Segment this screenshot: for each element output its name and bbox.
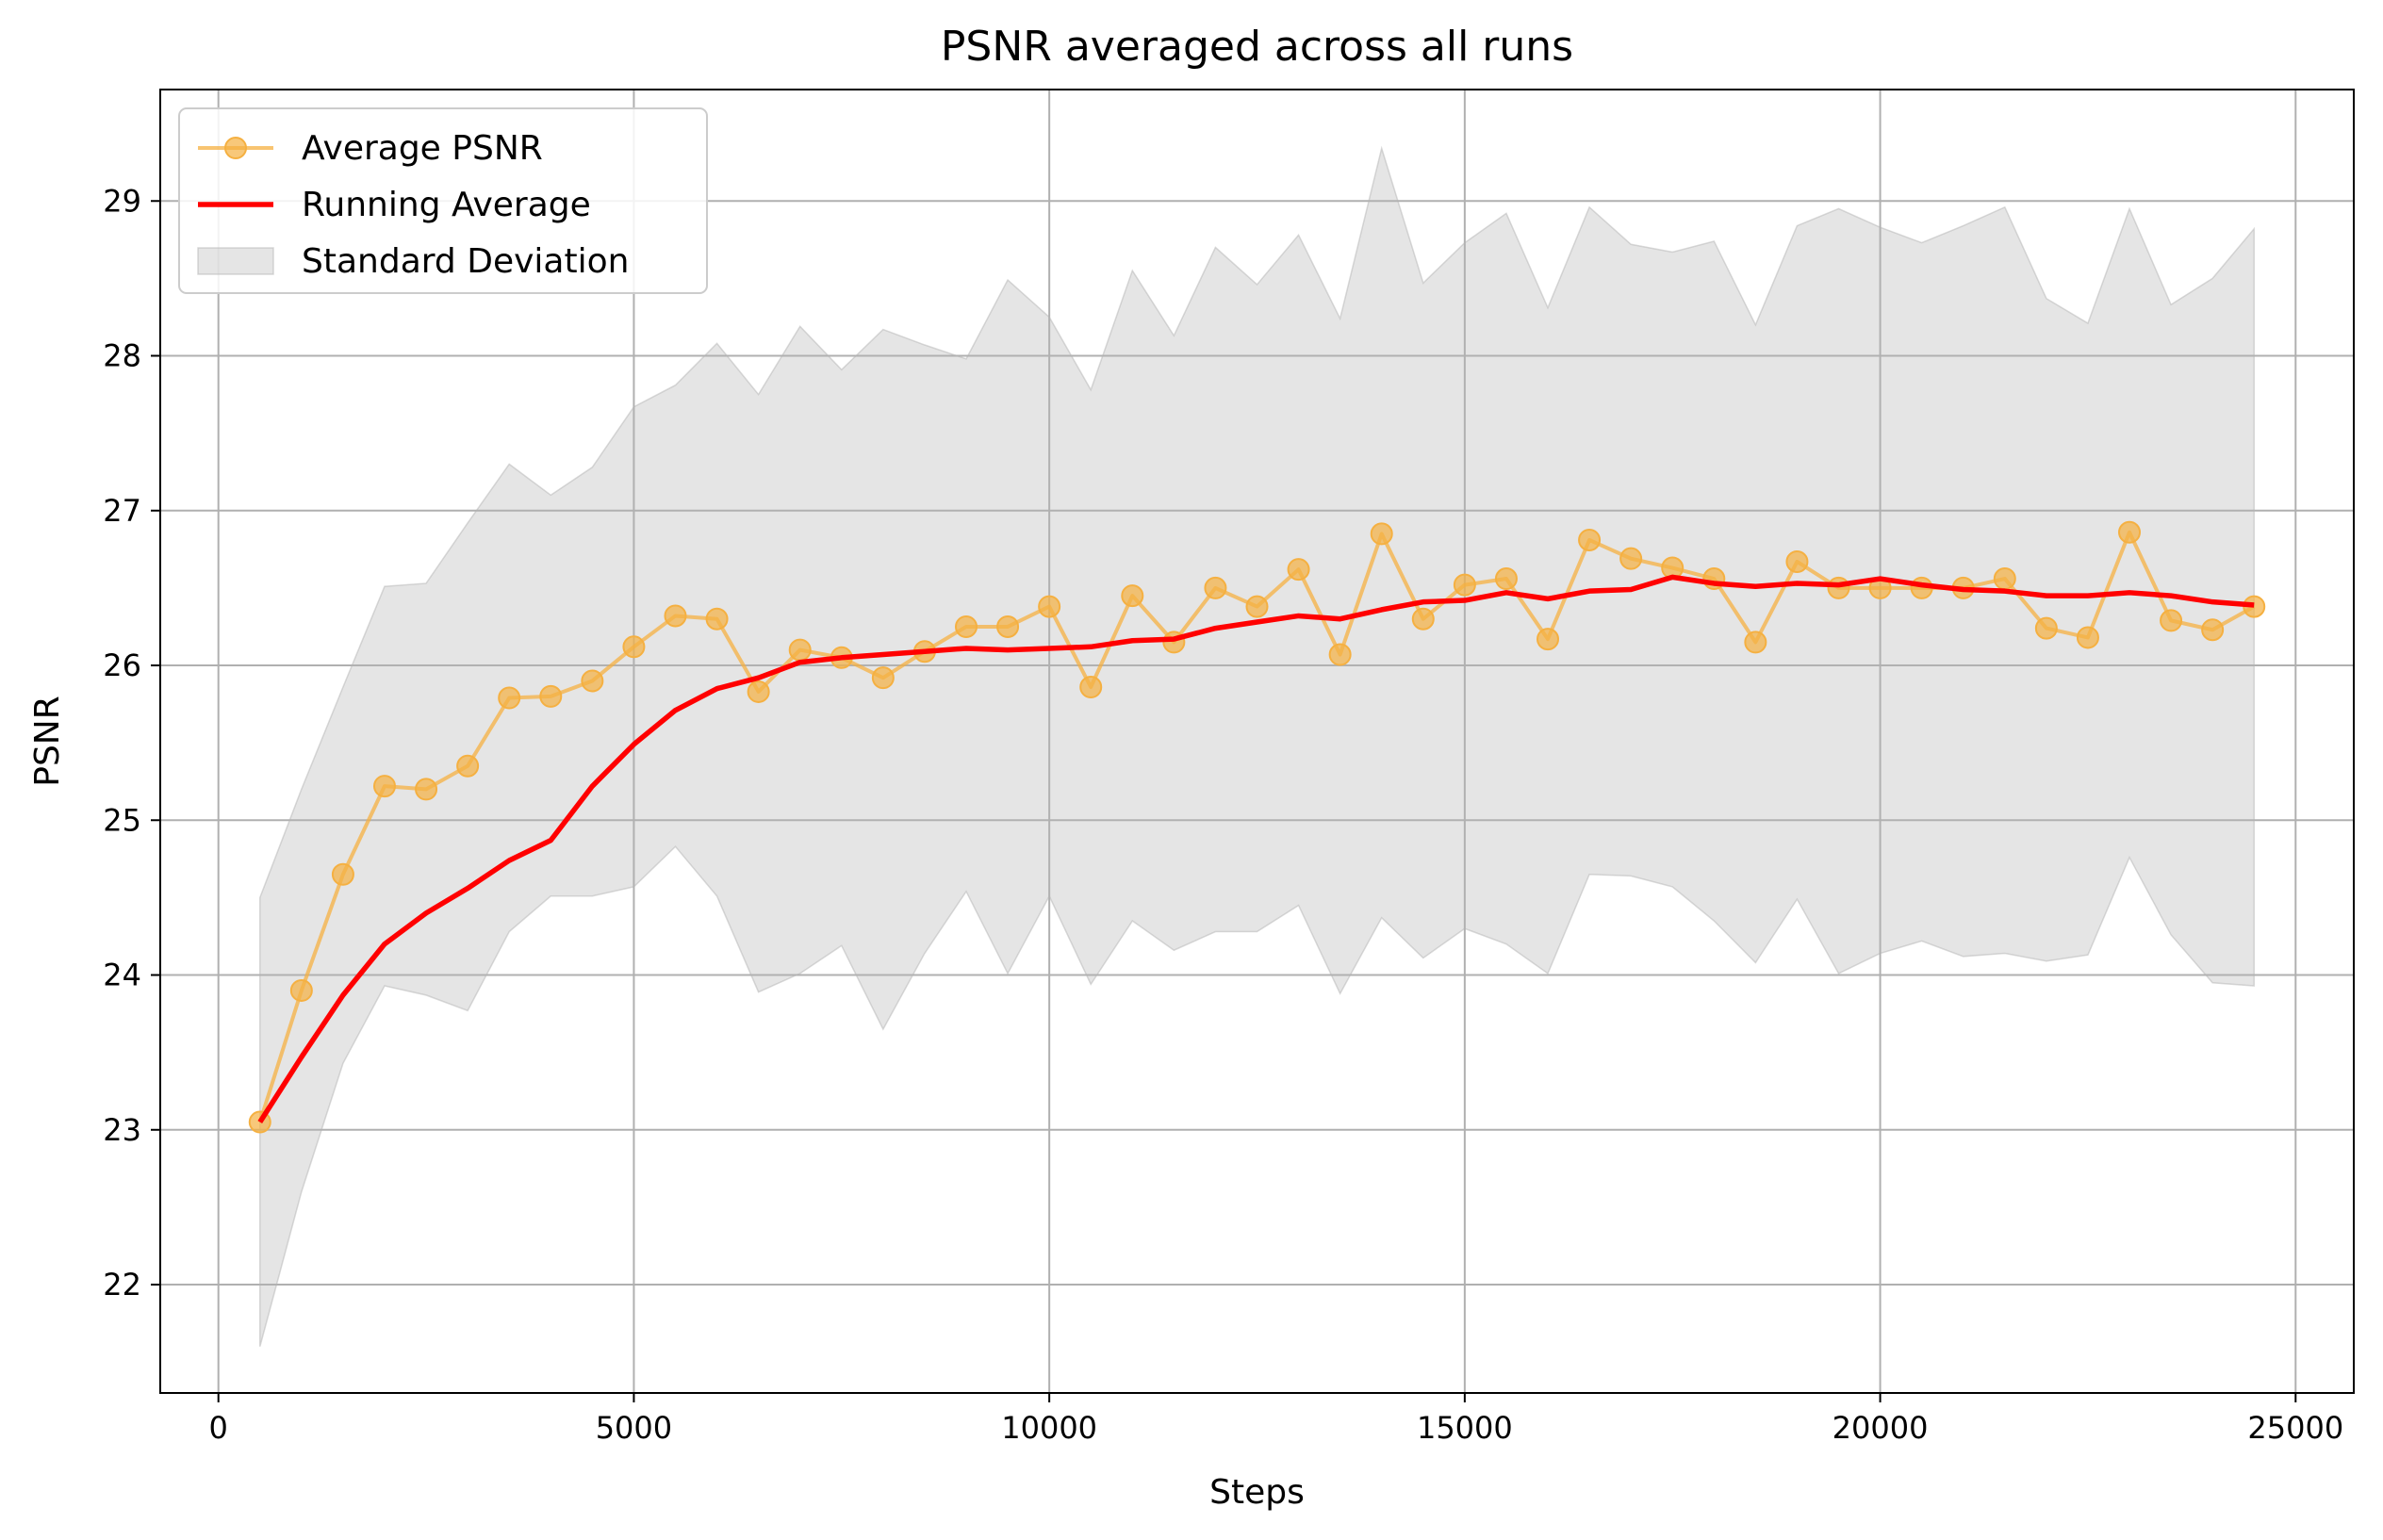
average-psnr-point (581, 669, 604, 693)
average-psnr-point (2201, 618, 2225, 642)
y-tick-label: 24 (103, 958, 141, 993)
average-psnr-point (1619, 547, 1643, 570)
x-tick-label: 10000 (1001, 1410, 1097, 1446)
average-psnr-point (498, 686, 521, 710)
std-band-layer (259, 145, 2255, 1347)
average-psnr-point (415, 778, 438, 801)
tick-layer: 0 5000 10000 15000 20000 25000 22 23 24 25 26 27 28 2… (103, 183, 2343, 1446)
running-average-line (257, 574, 2255, 1124)
average-psnr-point (622, 635, 646, 659)
average-psnr-point (2034, 616, 2058, 640)
average-psnr-point (1785, 549, 1809, 573)
y-tick-label: 23 (103, 1112, 141, 1148)
average-psnr-point (1578, 528, 1602, 551)
average-psnr-point (289, 978, 313, 1002)
average-psnr-point (1537, 628, 1560, 651)
y-tick-label: 22 (103, 1267, 141, 1302)
average-psnr-point (1453, 573, 1476, 597)
average-psnr-point (1993, 567, 2016, 591)
average-psnr-point (871, 666, 895, 690)
y-tick-label: 27 (103, 493, 141, 529)
x-axis-label: Steps (1209, 1473, 1305, 1512)
y-tick-label: 25 (103, 802, 141, 838)
legend-label: Standard Deviation (302, 242, 629, 281)
average-psnr-point (996, 614, 1020, 638)
average-psnr-point (1827, 576, 1850, 599)
legend-swatch-std-deviation (197, 247, 274, 275)
y-axis-label: PSNR (28, 696, 67, 787)
average-psnr-point (1121, 584, 1144, 608)
legend-box (178, 107, 708, 294)
average-psnr-point (1245, 595, 1269, 618)
plot-frame (159, 89, 2355, 1394)
average-psnr-point (1411, 607, 1435, 631)
x-tick-label: 20000 (1832, 1410, 1929, 1446)
average-psnr-point (705, 607, 729, 631)
y-tick-label: 28 (103, 338, 141, 374)
average-psnr-point (1370, 522, 1393, 546)
average-psnr-point (1744, 631, 1767, 654)
average-psnr-point (2160, 609, 2183, 632)
x-tick-label: 25000 (2247, 1410, 2343, 1446)
legend-label: Average PSNR (302, 129, 543, 168)
average-psnr-point (1494, 567, 1518, 591)
chart-title: PSNR averaged across all runs (941, 23, 1573, 71)
std-deviation-band (259, 145, 2255, 1347)
average-psnr-point (747, 680, 770, 703)
average-psnr-point (954, 614, 978, 638)
average-psnr-point (2118, 520, 2142, 544)
y-tick-label: 29 (103, 183, 141, 219)
average-psnr-point (2076, 626, 2099, 649)
average-psnr-point (331, 862, 354, 886)
series-layer (248, 520, 2266, 1134)
legend: Average PSNR Running Average Standard Devi… (178, 107, 708, 294)
average-psnr-point (1287, 558, 1310, 582)
y-tick-label: 26 (103, 647, 141, 683)
average-psnr-point (456, 754, 480, 778)
average-psnr-point (664, 604, 687, 628)
legend-marker-average-psnr (224, 137, 247, 159)
average-psnr-point (788, 638, 812, 662)
average-psnr-point (539, 684, 563, 708)
x-tick-label: 5000 (596, 1410, 672, 1446)
average-psnr-point (1204, 576, 1227, 599)
x-tick-label: 0 (209, 1410, 228, 1446)
x-tick-label: 15000 (1417, 1410, 1513, 1446)
average-psnr-point (1038, 595, 1061, 618)
grid (160, 90, 2354, 1393)
average-psnr-point (372, 775, 396, 798)
legend-label: Running Average (302, 186, 591, 224)
average-psnr-point (1328, 643, 1352, 666)
average-psnr-point (1079, 676, 1103, 699)
